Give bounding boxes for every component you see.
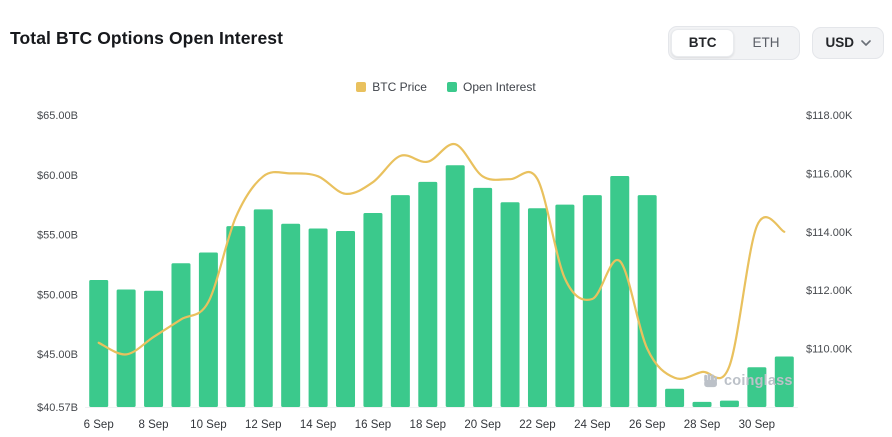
btc-price-line[interactable] <box>97 143 786 380</box>
right-axis-tick-label: $112.00K <box>806 285 853 297</box>
x-axis-tick-label: 20 Sep <box>464 419 500 431</box>
legend-item-btc-price[interactable]: BTC Price <box>356 80 427 94</box>
asset-toggle: BTC ETH <box>667 26 801 60</box>
x-axis-tick-label: 10 Sep <box>190 419 226 431</box>
currency-select-label: USD <box>825 35 854 50</box>
asset-toggle-eth-button[interactable]: ETH <box>734 29 797 57</box>
asset-toggle-btc-button[interactable]: BTC <box>670 29 735 57</box>
legend-item-open-interest[interactable]: Open Interest <box>446 80 536 94</box>
page-title: Total BTC Options Open Interest <box>10 28 284 48</box>
coinglass-fist-icon <box>702 372 719 389</box>
x-axis-tick-label: 12 Sep <box>245 419 281 431</box>
open-interest-bar[interactable] <box>445 165 465 407</box>
open-interest-bar[interactable] <box>198 252 218 407</box>
watermark-text: coinglass <box>724 372 793 389</box>
open-interest-bar[interactable] <box>171 263 191 407</box>
open-interest-bar[interactable] <box>610 175 630 407</box>
open-interest-bar[interactable] <box>774 356 794 407</box>
coinglass-watermark: coinglass <box>702 372 793 389</box>
open-interest-bar[interactable] <box>527 208 547 407</box>
open-interest-bar[interactable] <box>253 209 273 407</box>
open-interest-bar[interactable] <box>500 202 520 407</box>
open-interest-bar[interactable] <box>336 230 356 407</box>
x-axis-tick-label: 14 Sep <box>300 419 336 431</box>
open-interest-bar[interactable] <box>281 223 301 407</box>
x-axis-tick-label: 26 Sep <box>629 419 665 431</box>
open-interest-bar[interactable] <box>308 228 328 407</box>
open-interest-bar[interactable] <box>363 213 383 407</box>
x-axis-tick-label: 30 Sep <box>739 419 775 431</box>
right-axis-tick-label: $116.00K <box>806 168 853 180</box>
open-interest-bar[interactable] <box>692 401 712 407</box>
open-interest-bar[interactable] <box>144 290 164 407</box>
btc-price-swatch-icon <box>356 82 367 92</box>
x-axis-tick-label: 28 Sep <box>684 419 720 431</box>
x-axis-tick-label: 8 Sep <box>139 419 169 431</box>
open-interest-bar[interactable] <box>665 388 685 407</box>
right-axis-tick-label: $114.00K <box>806 227 853 239</box>
x-axis-tick-label: 18 Sep <box>410 419 446 431</box>
left-axis-tick-label: $50.00B <box>37 289 78 301</box>
right-axis-tick-label: $110.00K <box>806 344 853 356</box>
x-axis-tick-label: 6 Sep <box>84 419 114 431</box>
open-interest-swatch-icon <box>446 82 457 92</box>
open-interest-bar[interactable] <box>116 289 136 407</box>
open-interest-bar[interactable] <box>418 181 438 407</box>
open-interest-bar[interactable] <box>226 226 246 407</box>
open-interest-bar[interactable] <box>747 367 767 407</box>
left-axis-tick-label: $60.00B <box>37 170 78 182</box>
open-interest-bar[interactable] <box>473 187 493 407</box>
open-interest-bar[interactable] <box>719 400 739 407</box>
x-axis-tick-label: 22 Sep <box>519 419 555 431</box>
left-axis-tick-label: $65.00B <box>37 110 78 122</box>
right-axis-tick-label: $118.00K <box>806 110 853 122</box>
chart-controls: BTC ETH USD <box>667 26 884 60</box>
chevron-down-icon <box>861 40 871 46</box>
left-axis-tick-label: $55.00B <box>37 230 78 242</box>
x-axis-tick-label: 24 Sep <box>574 419 610 431</box>
open-interest-bar[interactable] <box>637 195 657 407</box>
open-interest-bar[interactable] <box>582 195 602 407</box>
open-interest-bar[interactable] <box>555 204 575 407</box>
x-axis-tick-label: 16 Sep <box>355 419 391 431</box>
currency-select-button[interactable]: USD <box>812 27 884 59</box>
legend-label: BTC Price <box>372 80 427 94</box>
left-axis-tick-label: $40.57B <box>37 402 78 414</box>
left-axis-tick-label: $45.00B <box>37 349 78 361</box>
open-interest-bar[interactable] <box>390 195 410 407</box>
chart-legend: BTC Price Open Interest <box>0 80 892 94</box>
legend-label: Open Interest <box>462 80 536 94</box>
